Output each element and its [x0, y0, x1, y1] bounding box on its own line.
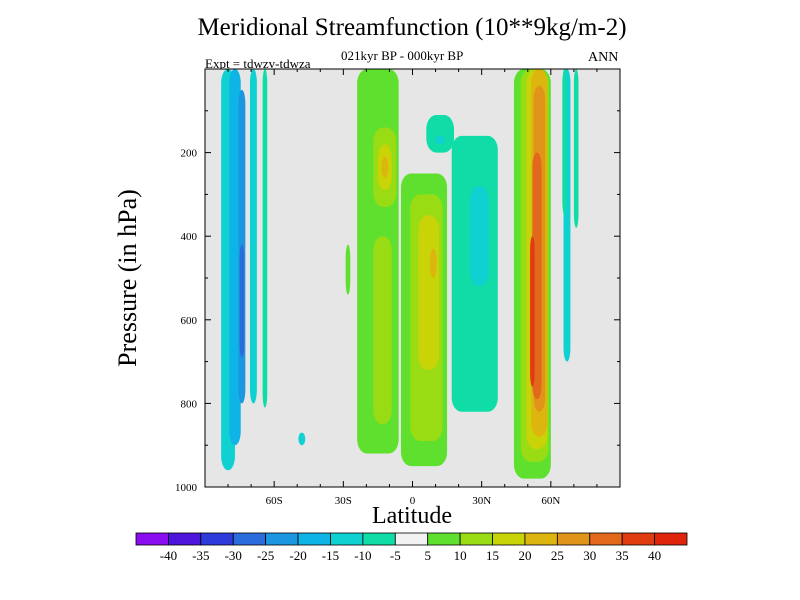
colorbar-swatch: [200, 532, 234, 546]
colorbar-label: 15: [486, 548, 499, 563]
colorbar-label: 20: [518, 548, 531, 563]
colorbar-label: -15: [322, 548, 339, 563]
chart-subtitle: 021kyr BP - 000kyr BP: [341, 48, 464, 63]
colorbar-swatch: [459, 532, 493, 546]
contour-cell: [530, 236, 535, 387]
contour-cell: [262, 69, 268, 408]
contour-cell: [249, 69, 257, 404]
contour-cell: [532, 152, 542, 400]
contour-cell: [381, 156, 389, 178]
colorbar-label: 40: [648, 548, 661, 563]
contour-cell: [239, 244, 245, 358]
x-tick-label: 0: [410, 495, 416, 507]
contour-cell: [298, 432, 306, 446]
x-tick-label: 30N: [472, 495, 491, 507]
x-tick-label: 60N: [541, 495, 560, 507]
colorbar-swatch: [556, 532, 591, 546]
x-axis-label: Latitude: [372, 503, 452, 529]
chart-title: Meridional Streamfunction (10**9kg/m-2): [197, 14, 627, 41]
colorbar-swatch: [135, 532, 169, 546]
colorbar-swatch: [654, 532, 688, 546]
experiment-label: Expt = tdwzv-tdwza: [205, 56, 311, 71]
colorbar-label: -40: [160, 548, 177, 563]
contour-cell: [229, 69, 241, 446]
contour-cell: [573, 69, 579, 228]
colorbar-label: -20: [289, 548, 306, 563]
colorbar-label: -30: [225, 548, 242, 563]
y-tick-label: 200: [181, 148, 198, 160]
colorbar-swatch: [168, 532, 202, 546]
y-tick-label: 400: [181, 231, 198, 243]
season-label: ANN: [588, 50, 619, 65]
y-tick-label: 1000: [175, 482, 198, 494]
colorbar-swatch: [621, 532, 655, 546]
colorbar-swatch: [330, 532, 364, 546]
colorbar-label: -35: [192, 548, 209, 563]
colorbar-label: 10: [454, 548, 467, 563]
colorbar-swatch: [524, 532, 558, 546]
colorbar-label: 5: [424, 548, 431, 563]
colorbar-swatch: [589, 532, 623, 546]
contour-cell: [345, 244, 351, 295]
colorbar-swatch: [265, 532, 299, 546]
contour-cell: [373, 236, 392, 425]
contour-cell: [435, 135, 445, 145]
x-tick-label: 60S: [266, 495, 283, 507]
colorbar-swatch: [297, 532, 331, 546]
axis-ticks: 60S 30S 0 30N 60N 200 400 600 800 1000: [175, 69, 620, 507]
contour-cell: [562, 69, 567, 216]
colorbar-swatch: [232, 532, 267, 546]
x-tick-label: 30S: [335, 495, 352, 507]
colorbar-label: 25: [551, 548, 564, 563]
contour-cell: [426, 114, 454, 153]
contour-cell: [418, 215, 440, 370]
colorbar-swatch: [362, 532, 396, 546]
contour-cell: [470, 186, 489, 287]
y-tick-label: 800: [181, 398, 198, 410]
colorbar-label: 30: [583, 548, 596, 563]
colorbar-swatch: [492, 532, 526, 546]
colorbar-label: 35: [616, 548, 629, 563]
colorbar-label: -25: [257, 548, 274, 563]
plot-fill-group: [205, 69, 620, 487]
y-tick-label: 600: [181, 315, 198, 327]
colorbar-swatch: [427, 532, 461, 546]
colorbar: -40 -35 -30 -25 -20 -15 -10 -5 5 10 15 20 25 30 35 40: [135, 532, 688, 563]
colorbar-label: -5: [390, 548, 401, 563]
contour-cell: [429, 248, 437, 278]
colorbar-label: -10: [354, 548, 371, 563]
colorbar-swatch: [394, 532, 429, 546]
